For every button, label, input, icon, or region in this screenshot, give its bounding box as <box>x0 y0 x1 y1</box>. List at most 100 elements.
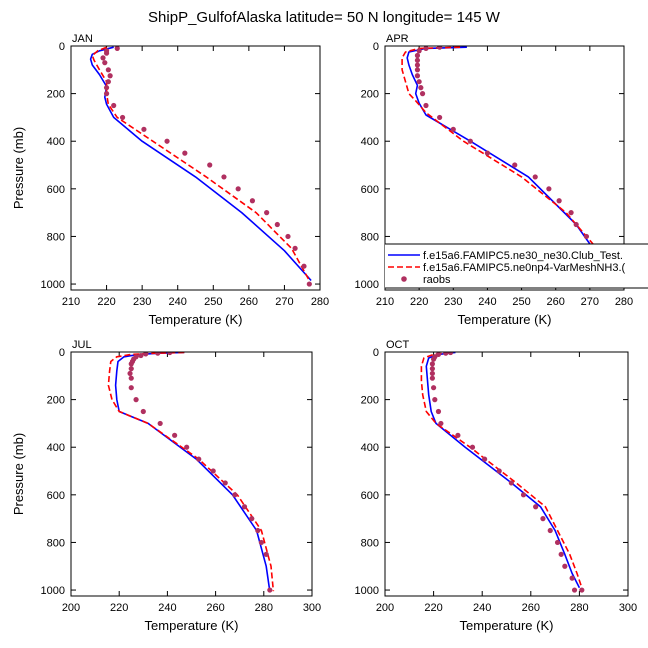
x-tick-label: 210 <box>62 296 80 308</box>
y-tick-label: 400 <box>47 442 65 454</box>
y-tick-label: 400 <box>361 442 379 454</box>
x-axis-label: Temperature (K) <box>145 618 239 633</box>
x-tick-label: 250 <box>204 296 222 308</box>
raobs-point <box>103 85 110 91</box>
y-tick-label: 800 <box>47 537 65 549</box>
y-tick-label: 800 <box>47 231 65 243</box>
raobs-point <box>448 352 454 356</box>
raobs-point <box>432 397 438 403</box>
raobs-point <box>482 456 488 462</box>
raobs-point <box>554 539 561 546</box>
raobs-point <box>558 551 564 557</box>
model-line-solid <box>114 352 271 592</box>
model-line-dashed <box>91 46 311 281</box>
raobs-point <box>264 210 270 216</box>
raobs-point <box>583 233 590 240</box>
raobs-point <box>285 233 291 240</box>
x-tick-label: 260 <box>547 296 565 308</box>
raobs-point <box>249 198 256 204</box>
y-tick-label: 200 <box>47 89 65 101</box>
raobs-point <box>241 504 248 510</box>
x-tick-label: 200 <box>376 602 394 614</box>
x-tick-label: 300 <box>303 602 321 614</box>
raobs-point <box>301 263 307 269</box>
raobs-point <box>508 480 514 486</box>
panel-label: JUL <box>72 339 92 351</box>
raobs-point <box>547 527 553 534</box>
raobs-point <box>102 60 108 66</box>
raobs-point <box>484 150 491 156</box>
model-line-solid <box>89 46 312 282</box>
raobs-point <box>455 432 461 438</box>
y-tick-label: 1000 <box>355 585 379 597</box>
raobs-point <box>418 85 424 91</box>
y-tick-label: 200 <box>361 89 379 101</box>
x-tick-label: 240 <box>169 296 187 308</box>
x-tick-label: 240 <box>478 296 496 308</box>
model-line-dashed <box>420 352 583 588</box>
y-tick-label: 1000 <box>41 585 65 597</box>
raobs-point <box>416 79 422 85</box>
x-tick-label: 270 <box>275 296 293 308</box>
raobs-point <box>184 444 190 450</box>
legend-box <box>385 244 648 288</box>
raobs-point <box>423 102 429 109</box>
raobs-point <box>138 352 144 359</box>
raobs-point <box>569 575 575 581</box>
raobs-point <box>431 356 437 362</box>
plot-area <box>420 352 585 593</box>
plot-frame <box>384 45 625 291</box>
raobs-point <box>414 57 421 63</box>
raobs-point <box>306 281 312 287</box>
y-tick-label: 1000 <box>355 279 379 291</box>
raobs-point <box>562 563 568 569</box>
panel-label: JAN <box>72 33 93 45</box>
raobs-point <box>105 67 111 73</box>
y-tick-label: 0 <box>373 347 379 359</box>
y-tick-label: 400 <box>361 136 379 148</box>
raobs-point <box>450 126 456 132</box>
panel-oct: 200 220 240 260 280 300 0 200 400 600 800 1000 OCT Te… <box>355 339 638 633</box>
raobs-point <box>107 73 113 79</box>
raobs-point <box>235 186 241 192</box>
raobs-point <box>429 366 435 372</box>
panel-label: OCT <box>386 339 410 351</box>
plot-area <box>89 46 312 287</box>
figure-title: ShipP_GulfofAlaska latitude= 50 N longit… <box>148 9 501 26</box>
raobs-point <box>419 91 426 97</box>
raobs-point <box>467 138 473 144</box>
raobs-point <box>196 456 202 462</box>
raobs-point <box>128 361 134 367</box>
x-tick-label: 280 <box>570 602 588 614</box>
raobs-point <box>414 52 421 59</box>
model-line-dashed <box>401 46 618 284</box>
y-tick-label: 400 <box>47 136 65 148</box>
legend-label: f.e15a6.FAMIPC5.ne0np4-VarMeshNH3.( <box>423 262 626 274</box>
y-tick-label: 0 <box>373 41 379 53</box>
raobs-point <box>249 516 255 522</box>
panel-label: APR <box>386 33 409 45</box>
raobs-point <box>263 551 269 557</box>
raobs-point <box>119 114 126 121</box>
y-tick-label: 600 <box>361 184 379 196</box>
raobs-point <box>435 408 442 415</box>
x-tick-label: 220 <box>97 296 115 308</box>
raobs-point <box>267 587 273 593</box>
raobs-point <box>546 186 552 192</box>
raobs-point <box>568 210 574 216</box>
raobs-point <box>172 432 178 438</box>
raobs-point <box>429 375 435 381</box>
raobs-point <box>100 55 106 61</box>
raobs-point <box>114 46 120 51</box>
raobs-point <box>232 492 238 498</box>
legend-marker <box>401 276 407 282</box>
raobs-point <box>414 62 421 68</box>
raobs-point <box>414 67 421 73</box>
y-tick-label: 200 <box>361 395 379 407</box>
plot-frame <box>70 351 313 597</box>
raobs-point <box>443 352 449 356</box>
x-tick-label: 220 <box>410 296 428 308</box>
raobs-point <box>512 162 518 168</box>
panel-jul: 200 220 240 260 280 300 0 200 400 600 800 1000 JUL Te… <box>11 339 321 633</box>
raobs-point <box>573 221 579 228</box>
